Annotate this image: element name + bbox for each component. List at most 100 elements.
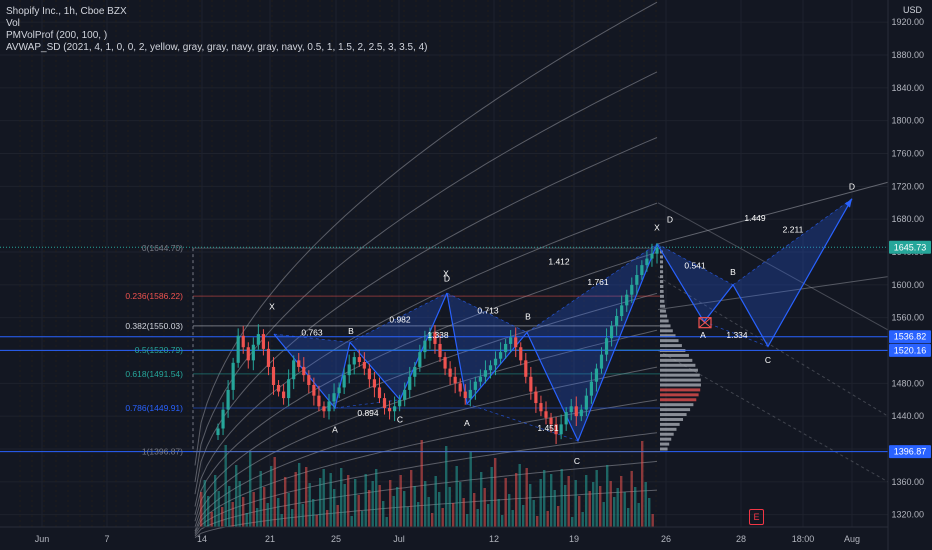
price-badge <box>889 330 931 344</box>
volume-profile-bar <box>660 432 674 436</box>
volume-bar <box>529 484 532 527</box>
candle-body <box>216 428 220 436</box>
harmonic-patterns[interactable] <box>273 198 853 443</box>
volume-bar <box>203 480 206 527</box>
volume-profile-bar <box>660 353 689 357</box>
volume-bar <box>252 492 255 527</box>
volume-bar <box>501 515 504 527</box>
target-box-diag2 <box>698 317 712 329</box>
volume-bar <box>522 505 525 527</box>
volume-bar <box>357 495 360 527</box>
volume-bar <box>354 479 357 527</box>
chart-grid <box>0 0 888 527</box>
pattern-1-xab <box>274 334 350 408</box>
pattern-2-ac <box>466 403 579 442</box>
candle-body <box>615 316 619 326</box>
volume-profile-bar <box>660 378 701 382</box>
volume-bar <box>560 469 563 527</box>
volume-bar <box>263 487 266 527</box>
volume-bar <box>490 467 493 527</box>
volume-bar <box>210 512 213 527</box>
volume-bar <box>602 502 605 527</box>
candle-body <box>493 358 498 366</box>
volume-bar <box>515 473 518 527</box>
avwap-band <box>194 71 658 482</box>
volume-bar <box>347 475 350 527</box>
volume-bar <box>305 467 308 527</box>
fibonacci-retracement[interactable]: 0(1644.70) 0.236(1586.22) 0.382(1550.03) 0.… <box>125 243 660 457</box>
time-tick-label: Jul <box>393 534 405 544</box>
candle-body <box>473 381 477 390</box>
candle-body <box>418 352 422 367</box>
candle-body <box>428 332 432 341</box>
price-tick-label: 1440.00 <box>891 411 924 421</box>
candle-body <box>367 368 371 380</box>
volume-bar <box>294 472 297 527</box>
volume-profile-bar <box>660 309 666 313</box>
time-tick-label: Jun <box>35 534 50 544</box>
symbol-title[interactable]: Shopify Inc., 1h, Cboe BZX <box>6 6 127 17</box>
volume-bar <box>284 477 287 527</box>
candle-body <box>650 253 654 259</box>
time-tick-label: 25 <box>331 534 341 544</box>
volume-bar <box>287 493 290 527</box>
candle-body <box>599 354 604 369</box>
volume-bar <box>627 508 630 527</box>
volume-bar <box>438 492 441 527</box>
volume-bar <box>256 508 259 527</box>
volume-profile-bar <box>660 368 698 372</box>
volume-bar <box>585 475 588 527</box>
candle-body <box>423 340 427 353</box>
price-badge-label: 1536.82 <box>894 332 927 342</box>
volume-profile-bar <box>660 447 668 451</box>
candle-body <box>554 424 558 435</box>
volume-bar <box>574 480 577 527</box>
avwap-indicator[interactable]: AVWAP_SD (2021, 4, 1, 0, 0, 2, yellow, g… <box>6 42 428 53</box>
volume-bar <box>301 504 304 527</box>
volume-bar <box>445 446 448 527</box>
candle-body <box>231 362 235 390</box>
volume-profile-bar <box>660 398 697 402</box>
indicator-legend: Shopify Inc., 1h, Cboe BZX Vol PMVolProf… <box>6 6 428 54</box>
candle-body <box>393 406 397 412</box>
avwap-band <box>194 251 658 515</box>
pattern-1-xb <box>273 333 351 343</box>
candle-body <box>307 375 311 385</box>
candlesticks <box>216 242 659 445</box>
pattern-point-label: A <box>464 418 470 428</box>
candle-body <box>302 366 306 376</box>
pattern-1-bd <box>349 292 448 343</box>
volume-profile-bar <box>660 388 701 392</box>
time-tick-label: Aug <box>844 534 860 544</box>
vol-indicator[interactable]: Vol <box>6 18 20 29</box>
volume-bar <box>277 498 280 527</box>
earnings-badge[interactable]: E <box>749 509 764 525</box>
pattern-3-xb <box>656 243 734 286</box>
volume-bar <box>539 479 542 527</box>
volume-bar <box>385 517 388 527</box>
volume-bar <box>459 482 462 527</box>
volume-profile-bar <box>660 442 670 446</box>
volume-profile-bar <box>660 358 693 362</box>
price-tick-label: 1600.00 <box>891 280 924 290</box>
volume-bar <box>413 486 416 527</box>
volume-bar <box>525 468 528 527</box>
time-tick-label: 12 <box>489 534 499 544</box>
price-badge <box>889 343 931 357</box>
volume-profile-bar <box>660 422 680 426</box>
time-axis[interactable]: Jun 7 14 21 25 Jul 12 19 26 28 18:00 Aug <box>0 526 888 544</box>
candle-body <box>468 389 472 399</box>
candle-body <box>246 347 250 361</box>
currency-label[interactable]: USD <box>903 5 923 15</box>
candle-body <box>458 383 462 392</box>
volume-bar <box>434 476 437 527</box>
volume-bar <box>494 458 497 527</box>
trend-line-diag2 <box>657 276 889 417</box>
volume-bar <box>245 513 248 527</box>
pattern-point-label: C <box>397 415 403 425</box>
volume-bar <box>644 482 647 527</box>
time-tick-label: 19 <box>569 534 579 544</box>
trend-line-mid <box>657 276 889 310</box>
pmvolprof-indicator[interactable]: PMVolProf (200, 100, ) <box>6 30 108 41</box>
